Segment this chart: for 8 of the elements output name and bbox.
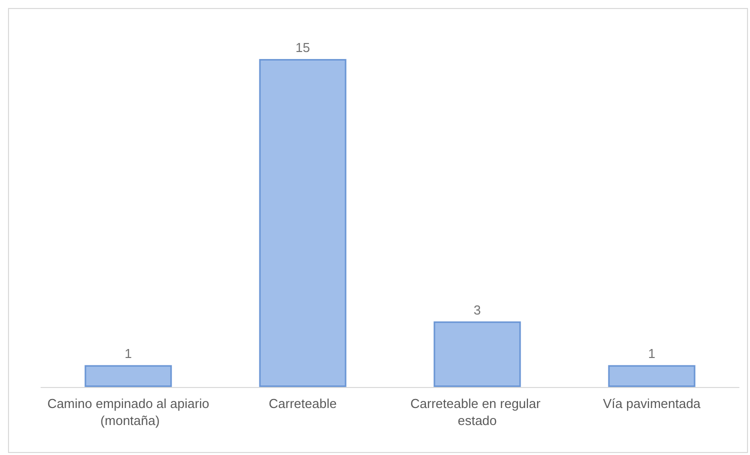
data-label: 1 bbox=[648, 346, 656, 362]
data-label: 3 bbox=[474, 302, 481, 318]
data-label: 1 bbox=[124, 346, 132, 362]
x-tick-label: Camino empinado al apiario (montaña) bbox=[47, 396, 210, 428]
x-tick-label: Carreteable bbox=[268, 396, 337, 411]
x-tick-label: Vía pavimentada bbox=[602, 396, 702, 411]
x-tick-label: Carreteable en regular estado bbox=[410, 396, 544, 428]
data-label: 15 bbox=[296, 40, 310, 55]
